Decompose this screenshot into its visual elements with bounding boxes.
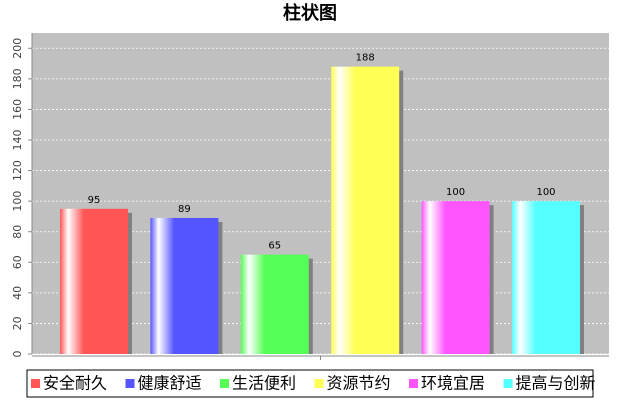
y-tick-label: 200 bbox=[11, 38, 24, 59]
legend-swatch bbox=[125, 379, 135, 388]
value-label: 100 bbox=[446, 187, 465, 198]
legend-swatch bbox=[314, 379, 324, 388]
chart-title: 柱状图 bbox=[283, 2, 337, 24]
legend-swatch bbox=[31, 379, 40, 388]
value-label: 100 bbox=[536, 187, 555, 198]
y-tick-label: 160 bbox=[11, 99, 24, 120]
y-tick-label: 180 bbox=[11, 68, 24, 89]
bar bbox=[240, 254, 309, 354]
y-tick-label: 60 bbox=[11, 255, 24, 269]
y-tick-label: 40 bbox=[11, 286, 24, 300]
bar bbox=[60, 208, 128, 354]
y-tick-label: 0 bbox=[11, 351, 24, 358]
value-label: 188 bbox=[356, 53, 375, 64]
bar bbox=[512, 201, 580, 354]
bar bbox=[331, 66, 400, 354]
y-tick-label: 140 bbox=[11, 130, 24, 151]
legend-label: 提高与创新 bbox=[516, 374, 596, 393]
legend-label: 健康舒适 bbox=[138, 374, 202, 393]
value-label: 89 bbox=[178, 204, 191, 215]
legend-label: 安全耐久 bbox=[43, 374, 107, 393]
legend-swatch bbox=[220, 379, 229, 388]
legend-label: 环境宜居 bbox=[421, 374, 485, 393]
bar bbox=[421, 201, 490, 354]
legend-swatch bbox=[409, 379, 418, 388]
y-tick-label: 120 bbox=[11, 160, 24, 181]
legend-label: 生活便利 bbox=[232, 374, 296, 393]
y-tick-label: 100 bbox=[11, 191, 24, 212]
legend-swatch bbox=[503, 379, 513, 388]
value-label: 65 bbox=[268, 241, 281, 252]
y-tick-label: 80 bbox=[11, 225, 24, 239]
legend-label: 资源节约 bbox=[327, 374, 391, 393]
legend-box bbox=[26, 369, 594, 398]
y-tick-label: 20 bbox=[11, 316, 24, 330]
value-label: 95 bbox=[88, 195, 101, 206]
bar bbox=[150, 217, 219, 354]
